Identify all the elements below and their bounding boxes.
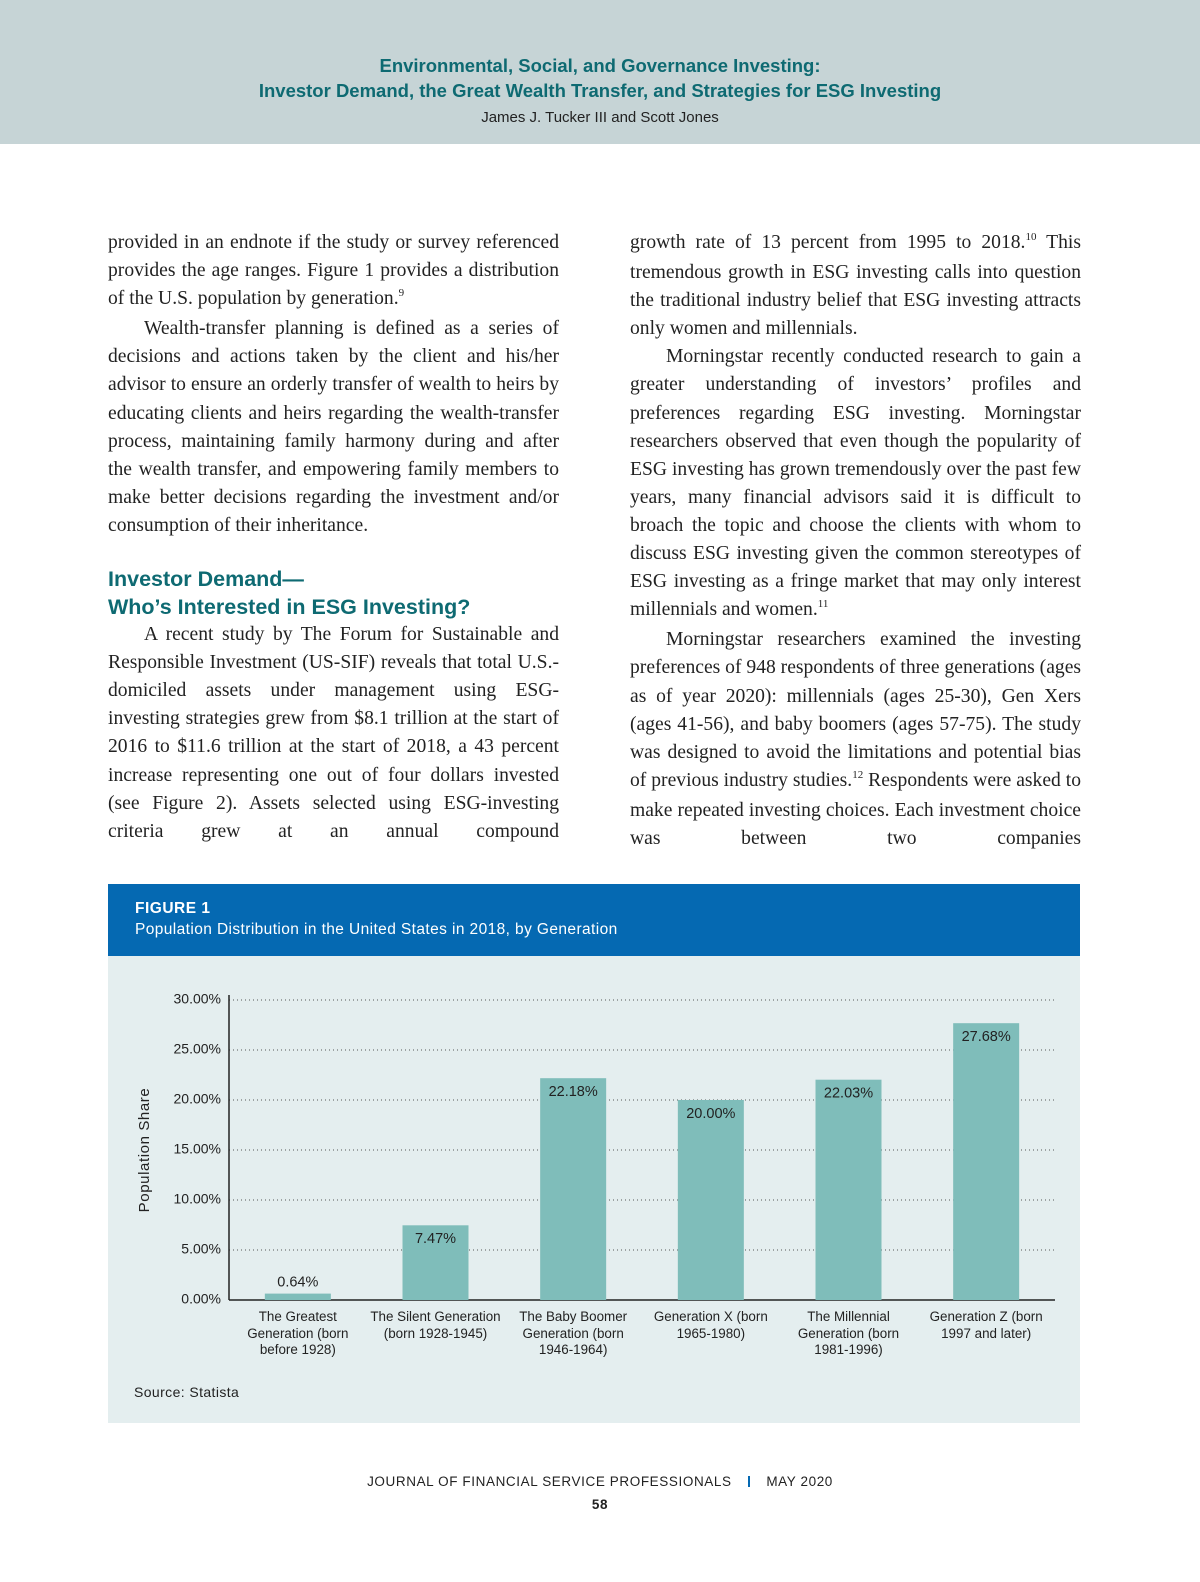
y-axis-title: Population Share	[136, 1088, 153, 1213]
figure-source: Source: Statista	[134, 1384, 240, 1400]
paragraph: Morningstar researchers examined the inv…	[630, 626, 1081, 853]
data-label: 20.00%	[686, 1106, 735, 1122]
text-run: Morningstar researchers examined the inv…	[630, 629, 1082, 791]
divider	[747, 1476, 750, 1487]
y-tick-label: 0.00%	[181, 1291, 221, 1307]
x-tick-label: The Silent Generation (born 1928-1945)	[370, 1309, 501, 1341]
header-authors: James J. Tucker III and Scott Jones	[481, 109, 719, 126]
footnote-ref: 11	[817, 598, 829, 611]
y-tick-label: 25.00%	[174, 1041, 221, 1057]
bar	[402, 1225, 469, 1300]
bar	[815, 1079, 882, 1300]
y-tick-label: 5.00%	[181, 1241, 221, 1257]
section-heading: Investor Demand— Who’s Interested in ESG …	[108, 565, 559, 621]
data-label: 22.03%	[824, 1086, 873, 1102]
heading-line: Who’s Interested in ESG Investing?	[108, 595, 471, 620]
text-column: provided in an endnote if the study or s…	[108, 229, 559, 846]
figure-caption: Population Distribution in the United St…	[135, 921, 618, 938]
footnote-ref: 9	[398, 287, 405, 300]
text-run: Morningstar recently conducted research …	[630, 346, 1081, 621]
bar	[953, 1023, 1020, 1300]
figure-label: FIGURE 1	[135, 900, 211, 917]
y-tick-label: 15.00%	[174, 1141, 221, 1157]
running-header: Environmental, Social, and Governance In…	[0, 0, 1200, 144]
figure-header: FIGURE 1 Population Distribution in the …	[108, 884, 1080, 956]
paragraph: A recent study by The Forum for Sustaina…	[108, 621, 559, 846]
text-run: Wealth-transfer planning is defined as a…	[108, 318, 559, 536]
paragraph: Wealth-transfer planning is defined as a…	[108, 315, 559, 540]
x-tick-label: The Millennial Generation (born 1981-199…	[797, 1309, 900, 1358]
footer: JOURNAL OF FINANCIAL SERVICE PROFESSIONA…	[0, 1474, 1200, 1512]
paragraph: growth rate of 13 percent from 1995 to 2…	[630, 229, 1081, 343]
text-column: growth rate of 13 percent from 1995 to 2…	[630, 229, 1081, 853]
footer-journal: JOURNAL OF FINANCIAL SERVICE PROFESSIONA…	[367, 1474, 732, 1489]
data-label: 7.47%	[415, 1231, 456, 1247]
bar	[677, 1100, 744, 1300]
footnote-ref: 10	[1025, 231, 1037, 243]
header-title: Investor Demand, the Great Wealth Transf…	[258, 80, 942, 101]
page-number: 58	[591, 1497, 609, 1512]
heading-line: Investor Demand—	[108, 567, 304, 592]
data-label: 0.64%	[277, 1274, 318, 1290]
paragraph: provided in an endnote if the study or s…	[108, 229, 559, 315]
paragraph: Morningstar recently conducted research …	[630, 343, 1081, 626]
data-label: 22.18%	[549, 1084, 598, 1100]
text-run: A recent study by The Forum for Sustaina…	[108, 624, 559, 842]
data-label: 27.68%	[962, 1029, 1011, 1045]
footnote-ref: 12	[852, 768, 864, 781]
y-tick-label: 20.00%	[174, 1091, 221, 1107]
text-run: provided in an endnote if the study or s…	[108, 232, 559, 310]
bar	[540, 1078, 607, 1300]
y-tick-label: 10.00%	[174, 1191, 221, 1207]
bar	[264, 1293, 331, 1300]
text-run: Respondents were asked to make repeated …	[630, 769, 1082, 849]
x-tick-label: The Greatest Generation (born before 192…	[247, 1309, 349, 1358]
footer-date: MAY 2020	[766, 1474, 833, 1489]
x-tick-label: The Baby Boomer Generation (born 1946-19…	[519, 1309, 628, 1358]
x-tick-label: Generation Z (born 1997 and later)	[929, 1309, 1043, 1341]
x-tick-label: Generation X (born 1965-1980)	[653, 1309, 768, 1341]
y-tick-label: 30.00%	[174, 991, 221, 1007]
text-run: growth rate of 13 percent from 1995 to 2…	[630, 232, 1026, 253]
text-run: This tremendous growth in ESG investing …	[630, 232, 1081, 340]
header-title: Environmental, Social, and Governance In…	[379, 55, 821, 76]
